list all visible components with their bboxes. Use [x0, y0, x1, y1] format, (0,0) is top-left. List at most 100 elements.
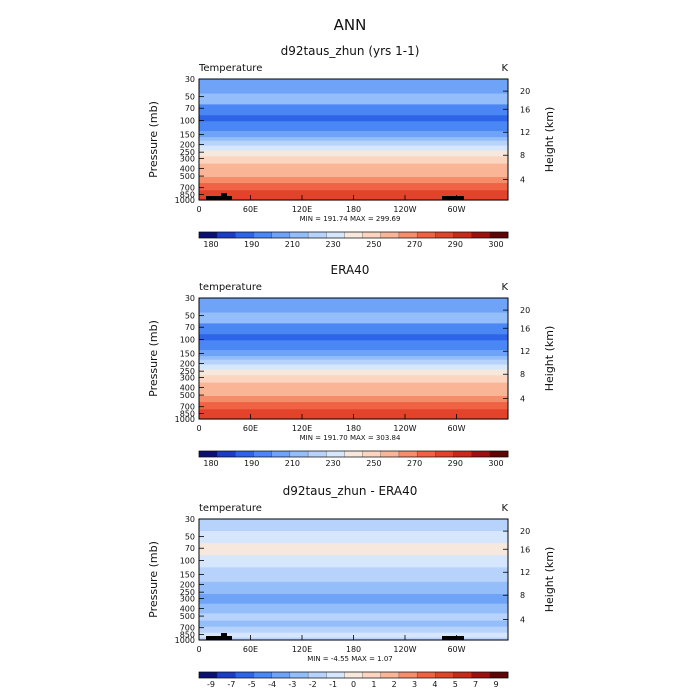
- y2-tick-label: 16: [520, 545, 530, 554]
- y-axis-title: Pressure (mb): [147, 541, 160, 618]
- y2-tick-label: 4: [520, 394, 525, 403]
- colorbar-swatch: [235, 671, 254, 679]
- contour-band: [199, 567, 508, 583]
- x-tick-label: 60W: [447, 205, 465, 214]
- y-tick-label: 400: [180, 383, 195, 392]
- y-tick-label: 50: [185, 312, 195, 321]
- y-tick-label: 1000: [175, 636, 195, 645]
- colorbar-label: 180: [203, 240, 218, 249]
- colorbar-label: 230: [325, 459, 340, 468]
- colorbar-swatch: [307, 450, 327, 458]
- y-axis-title: Pressure (mb): [147, 320, 160, 397]
- colorbar-label: 270: [407, 459, 422, 468]
- panels: d92taus_zhun (yrs 1-1)Temperature K305070…: [147, 44, 556, 689]
- colorbar-label: -7: [227, 680, 235, 689]
- contour-band: [199, 137, 508, 142]
- contour-band: [199, 388, 508, 397]
- colorbar-swatch: [380, 231, 400, 239]
- contour-band: [199, 93, 508, 105]
- y-tick-label: 500: [180, 391, 195, 400]
- y-tick-label: 850: [180, 630, 195, 639]
- colorbar-swatch: [271, 671, 291, 679]
- contour-band: [199, 323, 508, 335]
- y2-tick-label: 4: [520, 615, 525, 624]
- colorbar-label: 190: [244, 240, 259, 249]
- contour-band: [199, 603, 508, 614]
- y-tick-label: 100: [180, 117, 195, 126]
- panel-title: d92taus_zhun (yrs 1-1): [281, 44, 420, 58]
- y-tick-label: 50: [185, 533, 195, 542]
- colorbar-label: 210: [285, 459, 300, 468]
- y2-axis-title: Height (km): [543, 326, 556, 392]
- colorbar-swatch: [471, 671, 491, 679]
- colorbar-label: -2: [309, 680, 317, 689]
- colorbar-swatch: [416, 450, 436, 458]
- y-tick-label: 250: [180, 148, 195, 157]
- colorbar-swatch: [362, 231, 382, 239]
- colorbar-swatch: [253, 671, 273, 679]
- contour-band: [199, 312, 508, 324]
- x-tick-label: 0: [196, 424, 201, 433]
- colorbar-label: -5: [248, 680, 256, 689]
- colorbar-swatch: [344, 231, 364, 239]
- x-tick-label: 120E: [292, 205, 312, 214]
- colorbar-swatch: [398, 231, 418, 239]
- colorbar-label: 250: [366, 459, 381, 468]
- min-max-stats: MIN = -4.55 MAX = 1.07: [307, 655, 393, 663]
- y2-tick-label: 20: [520, 527, 530, 536]
- contour-band: [199, 115, 508, 122]
- colorbar-label: 290: [448, 459, 463, 468]
- y-tick-label: 150: [180, 571, 195, 580]
- x-tick-label: 120W: [393, 645, 416, 654]
- contour-band: [199, 156, 508, 165]
- y2-tick-label: 8: [520, 591, 525, 600]
- contour-band: [199, 581, 508, 595]
- contour-band: [199, 356, 508, 361]
- colorbar-label: -3: [288, 680, 296, 689]
- y2-tick-label: 12: [520, 568, 530, 577]
- contour-band: [199, 177, 508, 184]
- contour-band: [199, 626, 508, 634]
- y-tick-label: 100: [180, 336, 195, 345]
- contour-band: [199, 364, 508, 370]
- contour-band: [199, 359, 508, 366]
- colorbar-frame: [198, 450, 509, 458]
- y2-tick-label: 12: [520, 347, 530, 356]
- y2-tick-label: 8: [520, 370, 525, 379]
- colorbar-label: 0: [351, 680, 356, 689]
- colorbar-swatch: [453, 450, 473, 458]
- variable-label: Temperature: [198, 63, 262, 74]
- y2-tick-label: 16: [520, 105, 530, 114]
- colorbar-label: 300: [488, 240, 503, 249]
- y-tick-label: 400: [180, 164, 195, 173]
- colorbar-swatch: [271, 231, 291, 239]
- colorbar-swatch: [289, 450, 309, 458]
- colorbar-frame: [198, 231, 509, 239]
- colorbar-swatch: [253, 450, 273, 458]
- y2-tick-label: 4: [520, 175, 525, 184]
- units-label: K: [501, 63, 508, 74]
- colorbar-swatch: [416, 231, 436, 239]
- y2-tick-label: 16: [520, 324, 530, 333]
- colorbar-label: -4: [268, 680, 276, 689]
- y-tick-label: 1000: [175, 415, 195, 424]
- contour-band: [199, 169, 508, 178]
- contour-band: [199, 298, 508, 314]
- contour-band: [199, 79, 508, 95]
- y-tick-label: 200: [180, 359, 195, 368]
- variable-label: temperature: [199, 282, 262, 293]
- y-tick-label: 70: [185, 104, 195, 113]
- x-tick-label: 120W: [393, 205, 416, 214]
- colorbar-swatch: [307, 231, 327, 239]
- y-tick-label: 400: [180, 604, 195, 613]
- y-tick-label: 700: [180, 624, 195, 633]
- colorbar-swatch: [198, 450, 218, 458]
- colorbar-label: -9: [207, 680, 215, 689]
- y-tick-label: 100: [180, 557, 195, 566]
- colorbar-swatch: [471, 450, 491, 458]
- x-tick-label: 120E: [292, 645, 312, 654]
- y-tick-label: 150: [180, 131, 195, 140]
- colorbar-swatch: [326, 671, 345, 679]
